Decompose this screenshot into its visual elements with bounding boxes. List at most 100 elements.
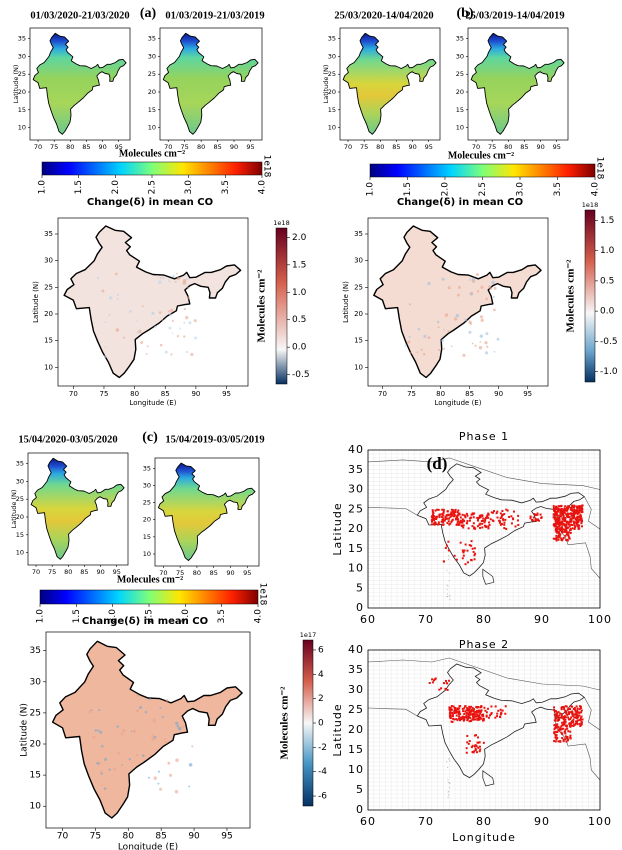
texture-speck — [427, 336, 431, 340]
texture-speck — [168, 310, 171, 313]
fire-point — [431, 520, 434, 523]
texture-speck — [145, 352, 148, 355]
fire-point — [578, 705, 581, 708]
fire-point — [561, 733, 564, 736]
fire-point — [568, 536, 571, 539]
track-point — [447, 794, 449, 796]
fire-point — [442, 520, 445, 523]
fire-point — [458, 719, 461, 722]
fire-point — [449, 516, 452, 519]
fire-point — [475, 751, 478, 754]
fire-point — [510, 515, 513, 518]
y-tick-label: 25 — [328, 70, 336, 78]
texture-speck — [441, 277, 445, 281]
panel-label: (a) — [140, 6, 157, 21]
fire-point — [559, 512, 562, 515]
texture-speck — [96, 277, 99, 280]
fire-point — [461, 707, 464, 710]
texture-speck — [158, 311, 162, 314]
colorbar-title: Molecules cm⁻² — [119, 148, 185, 159]
fire-point — [559, 740, 562, 743]
y-tick-label: 30 — [30, 677, 42, 687]
colorbar-tick-label: 4.0 — [254, 609, 264, 624]
fire-point — [553, 509, 556, 512]
fire-point — [565, 513, 568, 516]
fire-point — [464, 516, 467, 519]
fire-point — [557, 532, 560, 535]
x-tick-label: 90 — [408, 143, 416, 151]
fire-point — [458, 512, 461, 515]
fire-point — [534, 514, 537, 517]
fire-point — [575, 519, 578, 522]
map-frame — [27, 452, 129, 566]
y-tick-label: 15 — [44, 337, 53, 345]
fire-point — [573, 713, 576, 716]
map-frame — [154, 457, 260, 567]
fire-point — [477, 715, 480, 718]
fire-point — [490, 712, 493, 715]
fire-point — [458, 715, 461, 718]
fire-point — [560, 725, 563, 728]
y-tick-label: 25 — [348, 502, 364, 515]
texture-speck — [130, 730, 133, 733]
change-title: Change(δ) in mean CO — [87, 197, 213, 208]
fire-point — [446, 510, 449, 513]
fire-point — [579, 514, 582, 517]
fire-point — [431, 681, 434, 684]
texture-speck — [104, 346, 107, 349]
fire-point — [449, 708, 452, 711]
fire-point — [557, 517, 560, 520]
x-tick-label: 70 — [159, 569, 167, 577]
colorbar-tick-label: -0.5 — [600, 337, 618, 347]
fire-point — [505, 508, 508, 511]
map-frame — [45, 631, 251, 829]
x-tick-label: 70 — [69, 390, 78, 398]
fire-point — [461, 518, 464, 521]
colorbar-tick-label: 0.5 — [600, 276, 614, 286]
fire-point — [432, 512, 435, 515]
fire-point — [579, 718, 582, 721]
x-tick-label: 85 — [520, 143, 528, 151]
texture-speck — [188, 763, 193, 767]
texture-speck — [100, 772, 103, 775]
texture-speck — [485, 332, 489, 336]
fire-point — [496, 510, 499, 513]
fire-point — [450, 511, 453, 514]
fire-point — [575, 509, 578, 512]
x-tick-label: 95 — [222, 390, 231, 398]
fire-point — [490, 511, 493, 514]
texture-speck — [193, 319, 197, 323]
texture-speck — [469, 322, 473, 325]
texture-speck — [182, 278, 187, 283]
fire-point — [552, 505, 555, 508]
fire-point — [569, 734, 572, 737]
texture-speck — [447, 286, 451, 290]
fire-point — [563, 715, 566, 718]
fire-point — [511, 517, 514, 520]
texture-speck — [188, 321, 192, 325]
fire-point — [448, 679, 451, 682]
colorbar-tick-label: 6 — [318, 645, 324, 655]
y-tick-label: 25 — [148, 70, 156, 78]
fire-point — [473, 734, 476, 737]
y-tick-label: 25 — [30, 708, 41, 718]
fire-point — [478, 516, 481, 519]
colorbar-scale: 1e18 — [595, 157, 605, 180]
fire-point — [555, 715, 558, 718]
fire-point — [500, 522, 503, 525]
fire-point — [454, 510, 457, 513]
y-tick-label: 35 — [30, 646, 41, 656]
texture-speck — [138, 329, 142, 334]
fire-point — [567, 711, 570, 714]
texture-speck — [185, 350, 189, 354]
y-tick-label: 35 — [348, 663, 364, 676]
fire-point — [560, 504, 563, 507]
fire-point — [564, 505, 567, 508]
texture-speck — [478, 346, 483, 350]
y-axis-label: Latitude (N) — [342, 281, 350, 323]
fire-point — [474, 527, 477, 530]
fire-point — [555, 738, 558, 741]
fire-point — [554, 727, 557, 730]
x-tick-label: 80 — [123, 832, 135, 842]
texture-speck — [94, 729, 98, 732]
